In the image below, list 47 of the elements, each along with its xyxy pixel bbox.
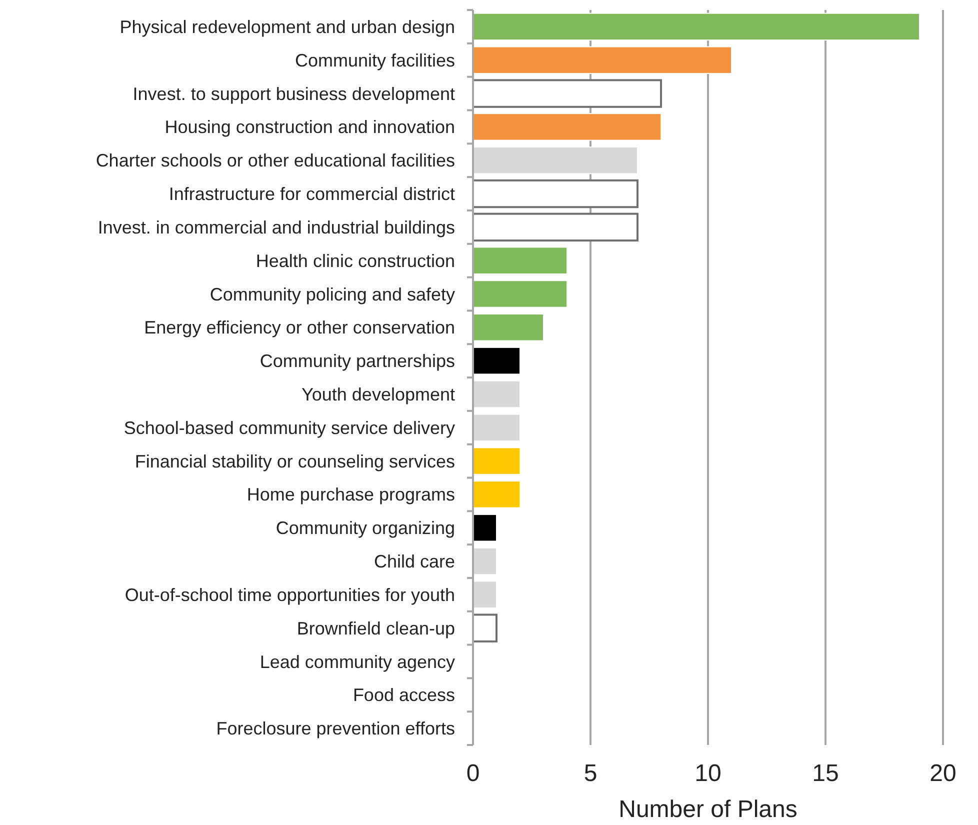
bar [472, 79, 662, 108]
x-tick-label: 0 [466, 760, 480, 787]
bar [472, 46, 732, 74]
x-tick-label: 15 [812, 760, 839, 787]
y-tick-label: Foreclosure prevention efforts [216, 718, 455, 739]
bar [472, 580, 497, 609]
y-tick-label: Youth development [302, 384, 455, 405]
bar [472, 246, 568, 274]
bar [472, 212, 638, 242]
y-tick-label: Community policing and safety [210, 284, 455, 304]
bar [472, 314, 544, 342]
bar [472, 614, 498, 642]
y-tick-label: Out-of-school time opportunities for youth [124, 584, 455, 605]
bar [472, 113, 662, 141]
y-tick-label: Community organizing [276, 518, 455, 538]
y-tick-label: Energy efficiency or other conservation [144, 318, 455, 338]
y-tick-label: Lead community agency [260, 652, 455, 672]
bar [472, 380, 520, 408]
y-tick-label: Charter schools or other educational facilities [96, 150, 455, 171]
bar [472, 179, 638, 208]
bar [472, 547, 497, 576]
y-tick-label: Home purchase programs [246, 484, 455, 505]
bar [472, 12, 920, 41]
x-tick-label: 5 [584, 760, 598, 787]
bar [472, 146, 638, 174]
y-tick-label: Food access [352, 685, 455, 706]
y-tick-label: Invest. to support business development [132, 84, 455, 104]
y-tick-label: Community partnerships [260, 351, 455, 372]
bar [472, 346, 520, 375]
x-tick-label: 20 [930, 760, 956, 787]
y-tick-label: Community facilities [294, 50, 455, 70]
bar [472, 480, 520, 508]
y-tick-label: Brownfield clean-up [296, 618, 455, 638]
y-tick-label: Child care [374, 552, 455, 572]
y-tick-label: Health clinic construction [256, 250, 455, 271]
bar [472, 447, 520, 475]
y-tick-label: Physical redevelopment and urban design [120, 17, 455, 38]
y-tick-label: Invest. in commercial and industrial buildings [98, 217, 455, 238]
y-tick-label: Financial stability or counseling services [134, 451, 455, 472]
y-tick-label: Infrastructure for commercial district [168, 184, 455, 204]
bar [472, 514, 497, 542]
y-tick-label: School-based community service delivery [124, 418, 455, 438]
bar [472, 280, 568, 308]
y-tick-label: Housing construction and innovation [164, 117, 455, 138]
x-tick-label: 10 [694, 760, 722, 787]
x-axis-title: Number of Plans [618, 796, 798, 823]
bar [472, 414, 520, 442]
